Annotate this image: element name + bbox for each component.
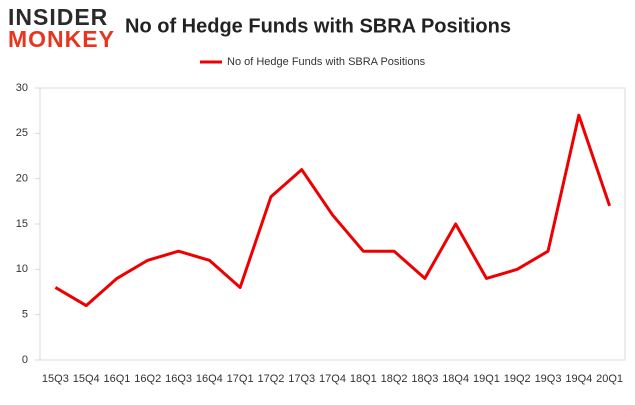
y-tick-label: 30: [16, 82, 28, 94]
x-tick-label: 17Q2: [257, 373, 284, 385]
y-tick-label: 0: [22, 354, 28, 366]
x-tick-label: 15Q4: [73, 373, 100, 385]
x-tick-label: 19Q2: [504, 373, 531, 385]
x-tick-label: 17Q4: [319, 373, 346, 385]
x-tick-label: 18Q2: [381, 373, 408, 385]
x-tick-label: 17Q1: [227, 373, 254, 385]
y-tick-label: 20: [16, 173, 28, 185]
data-line: [54, 113, 612, 308]
x-tick-label: 16Q2: [134, 373, 161, 385]
y-tick-label: 10: [16, 263, 28, 275]
x-tick-label: 20Q1: [596, 373, 623, 385]
x-tick-label: 16Q4: [196, 373, 223, 385]
x-tick-label: 19Q3: [535, 373, 562, 385]
x-tick-label: 15Q3: [42, 373, 69, 385]
x-tick-label: 18Q3: [411, 373, 438, 385]
x-tick-label: 19Q1: [473, 373, 500, 385]
x-tick-label: 18Q4: [442, 373, 469, 385]
x-tick-label: 18Q1: [350, 373, 377, 385]
legend-label: No of Hedge Funds with SBRA Positions: [227, 56, 426, 68]
x-tick-label: 16Q3: [165, 373, 192, 385]
y-tick-label: 15: [16, 218, 28, 230]
plot-frame: [39, 87, 626, 361]
chart-title: No of Hedge Funds with SBRA Positions: [125, 15, 511, 37]
x-tick-label: 16Q1: [104, 373, 131, 385]
logo-bottom: MONKEY: [8, 26, 115, 52]
x-tick-label: 17Q3: [288, 373, 315, 385]
y-tick-label: 5: [22, 309, 28, 321]
logo-top: INSIDER: [8, 4, 108, 30]
y-tick-label: 25: [16, 127, 28, 139]
x-tick-label: 19Q4: [565, 373, 592, 385]
